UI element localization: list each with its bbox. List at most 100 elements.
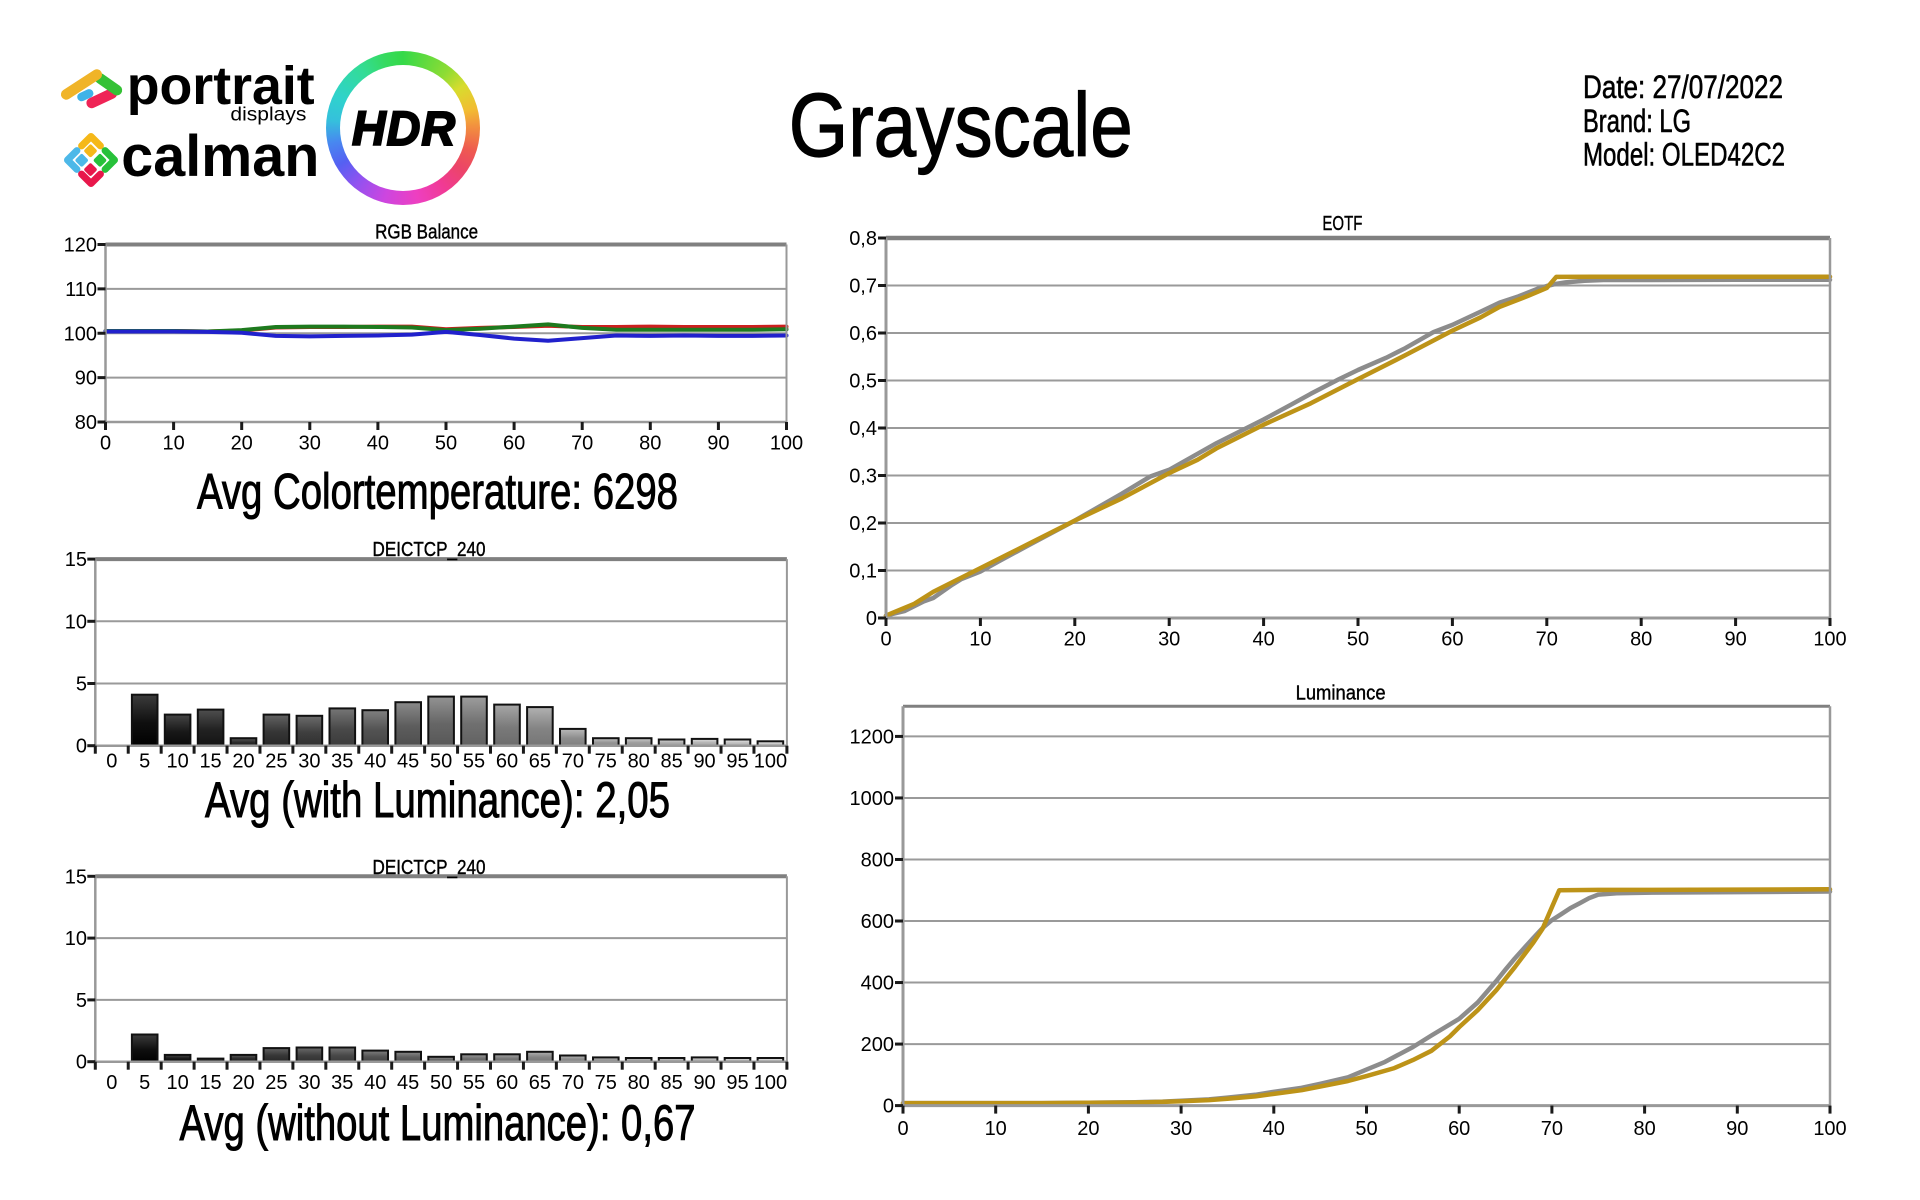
svg-text:35: 35	[331, 1072, 353, 1094]
svg-text:30: 30	[1158, 629, 1180, 651]
svg-text:50: 50	[435, 433, 457, 455]
svg-text:40: 40	[364, 1072, 386, 1094]
svg-text:Brand: LG: Brand: LG	[1583, 103, 1691, 139]
svg-text:EOTF: EOTF	[1322, 212, 1362, 235]
svg-text:10: 10	[167, 1072, 189, 1094]
svg-text:100: 100	[754, 1072, 787, 1094]
svg-text:100: 100	[1813, 629, 1846, 651]
svg-text:10: 10	[167, 751, 189, 773]
svg-text:DEICTCP_240: DEICTCP_240	[373, 538, 486, 561]
svg-text:0: 0	[100, 433, 111, 455]
svg-text:20: 20	[232, 1072, 254, 1094]
svg-text:200: 200	[861, 1034, 894, 1056]
svg-text:60: 60	[496, 751, 518, 773]
svg-text:110: 110	[65, 279, 97, 301]
svg-text:20: 20	[1077, 1118, 1099, 1140]
svg-text:0,6: 0,6	[849, 323, 877, 345]
svg-text:5: 5	[76, 674, 87, 696]
svg-text:75: 75	[595, 1072, 617, 1094]
svg-text:Avg Colortemperature: 6298: Avg Colortemperature: 6298	[197, 463, 678, 519]
svg-text:20: 20	[232, 751, 254, 773]
svg-text:0,5: 0,5	[849, 371, 877, 393]
svg-text:80: 80	[628, 1072, 650, 1094]
svg-text:5: 5	[139, 1072, 150, 1094]
svg-text:35: 35	[331, 751, 353, 773]
svg-text:100: 100	[754, 751, 787, 773]
svg-text:90: 90	[693, 1072, 715, 1094]
svg-text:65: 65	[529, 751, 551, 773]
svg-text:70: 70	[571, 433, 593, 455]
svg-text:55: 55	[463, 751, 485, 773]
svg-text:70: 70	[562, 751, 584, 773]
svg-text:0,4: 0,4	[849, 418, 877, 440]
svg-text:0,2: 0,2	[849, 513, 877, 535]
svg-text:5: 5	[76, 990, 87, 1012]
svg-text:50: 50	[430, 751, 452, 773]
svg-text:90: 90	[1724, 629, 1746, 651]
svg-text:10: 10	[65, 611, 87, 633]
svg-text:70: 70	[1536, 629, 1558, 651]
svg-text:15: 15	[65, 549, 87, 571]
svg-text:20: 20	[1064, 629, 1086, 651]
svg-text:40: 40	[1252, 629, 1274, 651]
svg-text:60: 60	[1441, 629, 1463, 651]
svg-text:90: 90	[707, 433, 729, 455]
svg-text:10: 10	[985, 1118, 1007, 1140]
svg-text:15: 15	[199, 1072, 221, 1094]
svg-text:30: 30	[1170, 1118, 1192, 1140]
svg-text:0: 0	[106, 751, 117, 773]
svg-text:80: 80	[628, 751, 650, 773]
svg-text:80: 80	[75, 412, 97, 434]
svg-text:15: 15	[65, 866, 87, 888]
svg-text:60: 60	[496, 1072, 518, 1094]
svg-text:60: 60	[503, 433, 525, 455]
svg-text:calman: calman	[121, 124, 319, 189]
svg-text:800: 800	[861, 849, 894, 871]
svg-text:70: 70	[1541, 1118, 1563, 1140]
svg-text:5: 5	[139, 751, 150, 773]
svg-text:90: 90	[1726, 1118, 1748, 1140]
svg-text:0,7: 0,7	[849, 276, 877, 298]
svg-text:90: 90	[693, 751, 715, 773]
svg-text:120: 120	[64, 235, 97, 257]
svg-text:10: 10	[65, 928, 87, 950]
svg-text:30: 30	[298, 751, 320, 773]
svg-text:HDR: HDR	[352, 103, 456, 156]
svg-text:Date: 27/07/2022: Date: 27/07/2022	[1583, 69, 1783, 105]
svg-text:75: 75	[595, 751, 617, 773]
svg-text:Avg (without Luminance): 0,67: Avg (without Luminance): 0,67	[180, 1095, 696, 1151]
svg-text:60: 60	[1448, 1118, 1470, 1140]
svg-text:100: 100	[770, 433, 803, 455]
svg-text:0: 0	[866, 608, 877, 630]
svg-text:95: 95	[726, 751, 748, 773]
svg-text:0: 0	[76, 1052, 87, 1074]
svg-text:50: 50	[430, 1072, 452, 1094]
svg-text:40: 40	[364, 751, 386, 773]
svg-text:Avg (with Luminance): 2,05: Avg (with Luminance): 2,05	[205, 772, 670, 828]
svg-text:65: 65	[529, 1072, 551, 1094]
svg-text:600: 600	[861, 911, 894, 933]
svg-text:100: 100	[1813, 1118, 1846, 1140]
svg-text:0,3: 0,3	[849, 466, 877, 488]
svg-text:85: 85	[661, 1072, 683, 1094]
svg-text:40: 40	[1263, 1118, 1285, 1140]
svg-text:55: 55	[463, 1072, 485, 1094]
svg-text:25: 25	[265, 1072, 287, 1094]
svg-text:Grayscale: Grayscale	[789, 76, 1133, 176]
svg-text:25: 25	[265, 751, 287, 773]
svg-text:RGB Balance: RGB Balance	[375, 220, 478, 243]
svg-text:0,1: 0,1	[849, 561, 877, 583]
svg-text:70: 70	[562, 1072, 584, 1094]
svg-text:1000: 1000	[850, 788, 895, 810]
svg-text:15: 15	[199, 751, 221, 773]
svg-text:displays: displays	[230, 103, 306, 125]
svg-text:portrait: portrait	[127, 56, 315, 116]
svg-text:Model: OLED42C2: Model: OLED42C2	[1583, 137, 1785, 173]
svg-text:30: 30	[299, 433, 321, 455]
svg-text:45: 45	[397, 751, 419, 773]
svg-text:0: 0	[106, 1072, 117, 1094]
svg-text:DEICTCP_240: DEICTCP_240	[373, 856, 486, 879]
svg-text:0: 0	[880, 629, 891, 651]
svg-text:1200: 1200	[850, 726, 895, 748]
svg-text:40: 40	[367, 433, 389, 455]
